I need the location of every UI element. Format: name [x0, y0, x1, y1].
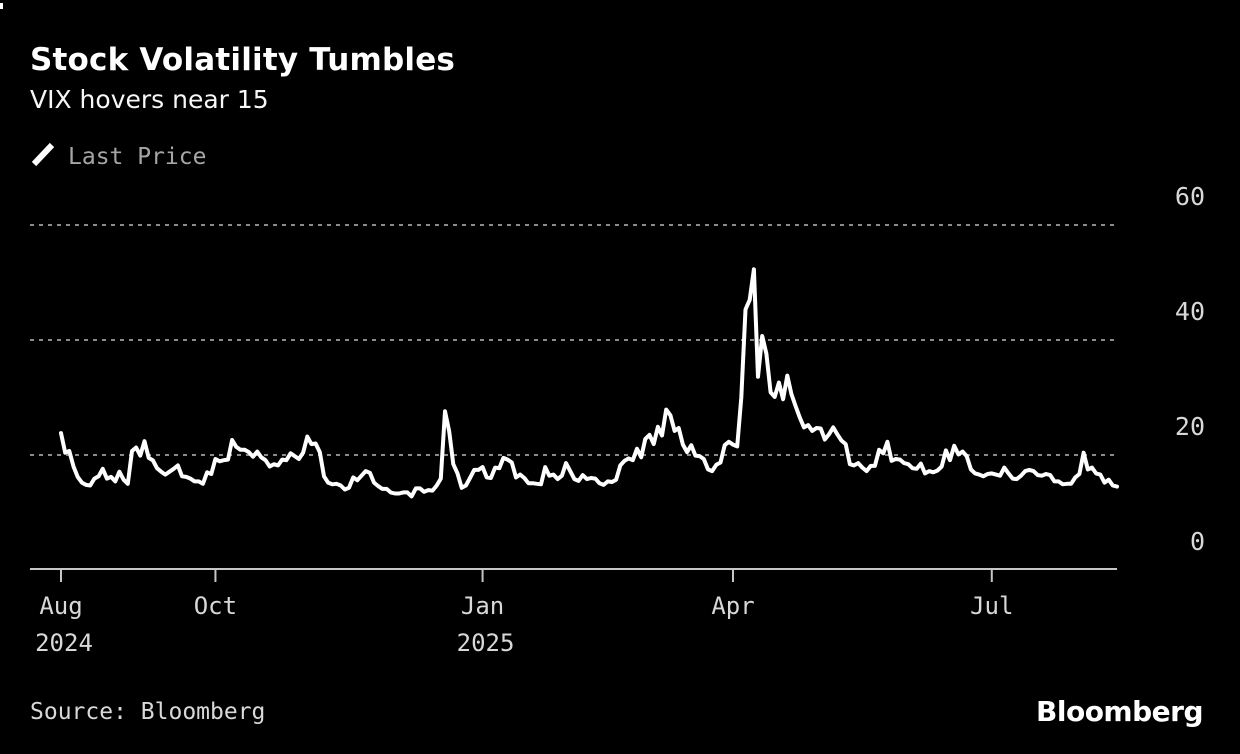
- source-note: Source: Bloomberg: [30, 699, 266, 725]
- legend: Last Price: [30, 141, 206, 172]
- y-tick-label-0: 0: [1189, 527, 1205, 556]
- y-tick-label-60: 60: [1174, 182, 1205, 211]
- x-tick-label-Apr: Apr: [711, 592, 755, 620]
- y-tick-label-40: 40: [1174, 297, 1205, 326]
- x-tick-label-Oct: Oct: [193, 592, 238, 620]
- screen-edge-artifact: [0, 3, 3, 9]
- x-tick-label-Aug: Aug: [39, 592, 83, 620]
- y-tick-label-20: 20: [1174, 412, 1205, 441]
- x-tick-sublabel-2024: 2024: [35, 629, 93, 657]
- last-price-line: [59, 267, 1119, 499]
- x-tick-sublabel-2025: 2025: [456, 629, 515, 657]
- bloomberg-logo: Bloomberg: [1036, 695, 1203, 728]
- diagonal-line-icon: [30, 141, 56, 172]
- x-tick-label-Jul: Jul: [970, 592, 1014, 620]
- legend-label: Last Price: [68, 143, 207, 170]
- chart-subtitle: VIX hovers near 15: [30, 85, 269, 114]
- x-tick-label-Jan: Jan: [460, 592, 505, 620]
- chart-title: Stock Volatility Tumbles: [30, 42, 456, 78]
